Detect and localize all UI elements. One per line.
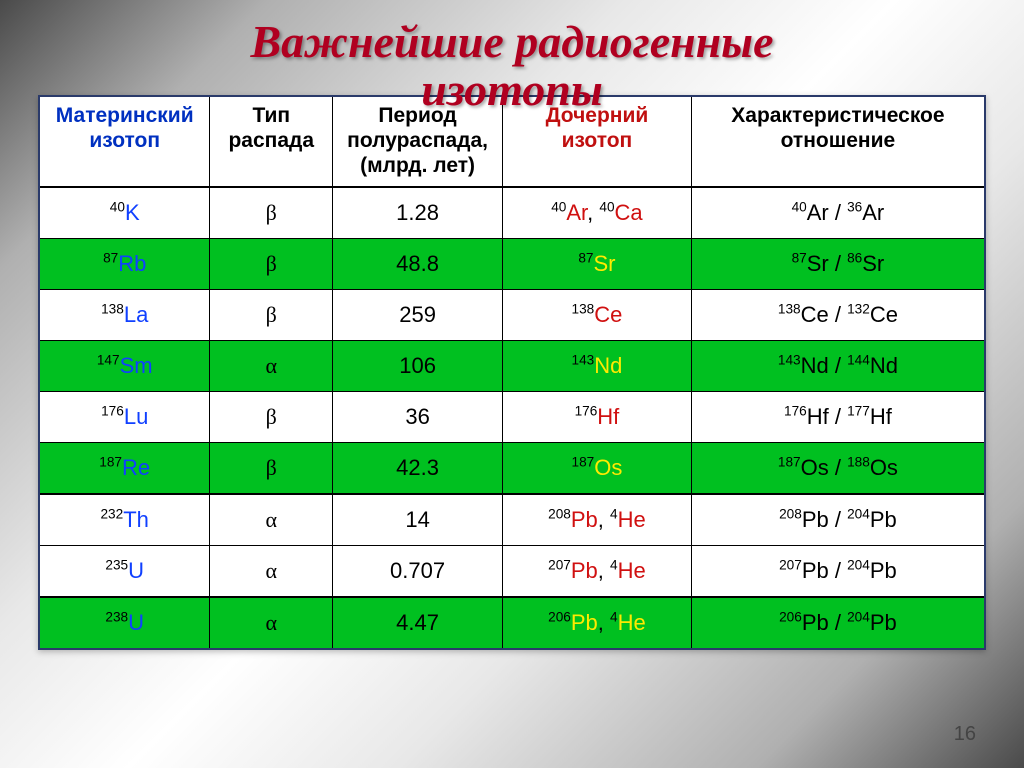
title-line-1: Важнейшие радиогенные [250,16,773,67]
cell-ratio: 208Pb / 204Pb [691,494,984,546]
cell-decay: α [210,341,333,392]
cell-parent: 187Re [40,443,210,495]
cell-parent: 147Sm [40,341,210,392]
table-row: 238Uα4.47206Pb, 4He206Pb / 204Pb [40,597,984,648]
cell-decay: β [210,290,333,341]
cell-daughter: 187Os [503,443,692,495]
cell-ratio: 40Ar / 36Ar [691,187,984,239]
col-ratio: Характеристическоеотношение [691,97,984,188]
cell-half-life: 36 [333,392,503,443]
isotope-table: Материнскийизотоп Типраспада Периодполур… [40,97,984,649]
cell-decay: β [210,239,333,290]
isotope-table-container: Материнскийизотоп Типраспада Периодполур… [38,95,986,651]
cell-parent: 138La [40,290,210,341]
cell-decay: β [210,187,333,239]
cell-decay: α [210,546,333,598]
cell-parent: 40K [40,187,210,239]
cell-half-life: 259 [333,290,503,341]
table-row: 176Luβ36176Hf176Hf / 177Hf [40,392,984,443]
cell-ratio: 87Sr / 86Sr [691,239,984,290]
cell-half-life: 14 [333,494,503,546]
cell-decay: β [210,392,333,443]
cell-ratio: 206Pb / 204Pb [691,597,984,648]
cell-daughter: 208Pb, 4He [503,494,692,546]
cell-parent: 235U [40,546,210,598]
cell-half-life: 42.3 [333,443,503,495]
cell-daughter: 138Ce [503,290,692,341]
cell-daughter: 207Pb, 4He [503,546,692,598]
cell-parent: 87Rb [40,239,210,290]
table-row: 147Smα106143Nd143Nd / 144Nd [40,341,984,392]
cell-parent: 232Th [40,494,210,546]
cell-half-life: 48.8 [333,239,503,290]
cell-parent: 238U [40,597,210,648]
table-body: 40Kβ1.2840Ar, 40Ca40Ar / 36Ar87Rbβ48.887… [40,187,984,648]
table-row: 187Reβ42.3187Os187Os / 188Os [40,443,984,495]
table-row: 232Thα14208Pb, 4He208Pb / 204Pb [40,494,984,546]
col-parent: Материнскийизотоп [40,97,210,188]
cell-daughter: 40Ar, 40Ca [503,187,692,239]
col-decay-type: Типраспада [210,97,333,188]
cell-ratio: 187Os / 188Os [691,443,984,495]
cell-decay: β [210,443,333,495]
cell-half-life: 1.28 [333,187,503,239]
cell-ratio: 138Ce / 132Ce [691,290,984,341]
cell-ratio: 207Pb / 204Pb [691,546,984,598]
cell-parent: 176Lu [40,392,210,443]
cell-ratio: 143Nd / 144Nd [691,341,984,392]
table-row: 138Laβ259138Ce138Ce / 132Ce [40,290,984,341]
cell-half-life: 4.47 [333,597,503,648]
cell-daughter: 143Nd [503,341,692,392]
cell-decay: α [210,494,333,546]
cell-daughter: 206Pb, 4He [503,597,692,648]
page-number: 16 [954,723,976,746]
table-row: 235Uα0.707207Pb, 4He207Pb / 204Pb [40,546,984,598]
cell-half-life: 0.707 [333,546,503,598]
table-row: 87Rbβ48.887Sr87Sr / 86Sr [40,239,984,290]
cell-half-life: 106 [333,341,503,392]
table-row: 40Kβ1.2840Ar, 40Ca40Ar / 36Ar [40,187,984,239]
cell-decay: α [210,597,333,648]
cell-ratio: 176Hf / 177Hf [691,392,984,443]
cell-daughter: 176Hf [503,392,692,443]
cell-daughter: 87Sr [503,239,692,290]
